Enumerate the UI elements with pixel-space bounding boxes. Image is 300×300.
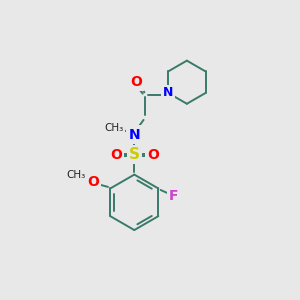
Text: O: O xyxy=(147,148,159,162)
Text: O: O xyxy=(87,175,99,189)
Text: CH₃: CH₃ xyxy=(105,123,124,133)
Text: N: N xyxy=(128,128,140,142)
Text: S: S xyxy=(129,147,140,162)
Text: F: F xyxy=(169,189,178,203)
Text: O: O xyxy=(110,148,122,162)
Text: N: N xyxy=(163,86,173,100)
Text: CH₃: CH₃ xyxy=(67,169,86,180)
Text: O: O xyxy=(130,75,142,89)
